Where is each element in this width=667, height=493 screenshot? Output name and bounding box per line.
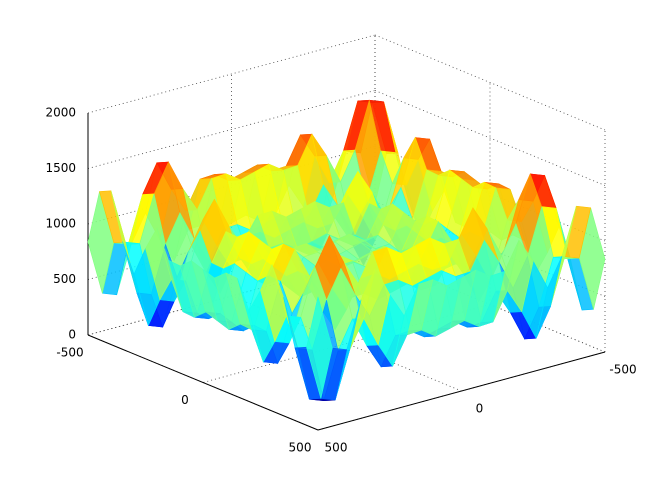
grid-line xyxy=(374,90,606,186)
z-tick-label: 1000 xyxy=(45,217,76,231)
z-tick-label: 1500 xyxy=(45,161,76,175)
grid-line xyxy=(87,34,376,114)
z-tick-label: 2000 xyxy=(45,106,76,120)
y-tick-label: 0 xyxy=(476,402,484,416)
grid-line xyxy=(87,90,376,169)
z-tick-label: 0 xyxy=(68,328,76,342)
z-tick-label: 500 xyxy=(53,272,76,286)
y-tick-label: -500 xyxy=(609,363,636,377)
y-tick-label: 500 xyxy=(325,441,348,455)
y-axis xyxy=(317,351,606,431)
surface-cell xyxy=(306,296,333,399)
x-tick-label: 0 xyxy=(181,393,189,407)
x-axis xyxy=(87,334,319,431)
x-tick-label: 500 xyxy=(289,441,312,455)
x-tick-label: -500 xyxy=(56,346,83,360)
grid-line xyxy=(374,34,606,131)
